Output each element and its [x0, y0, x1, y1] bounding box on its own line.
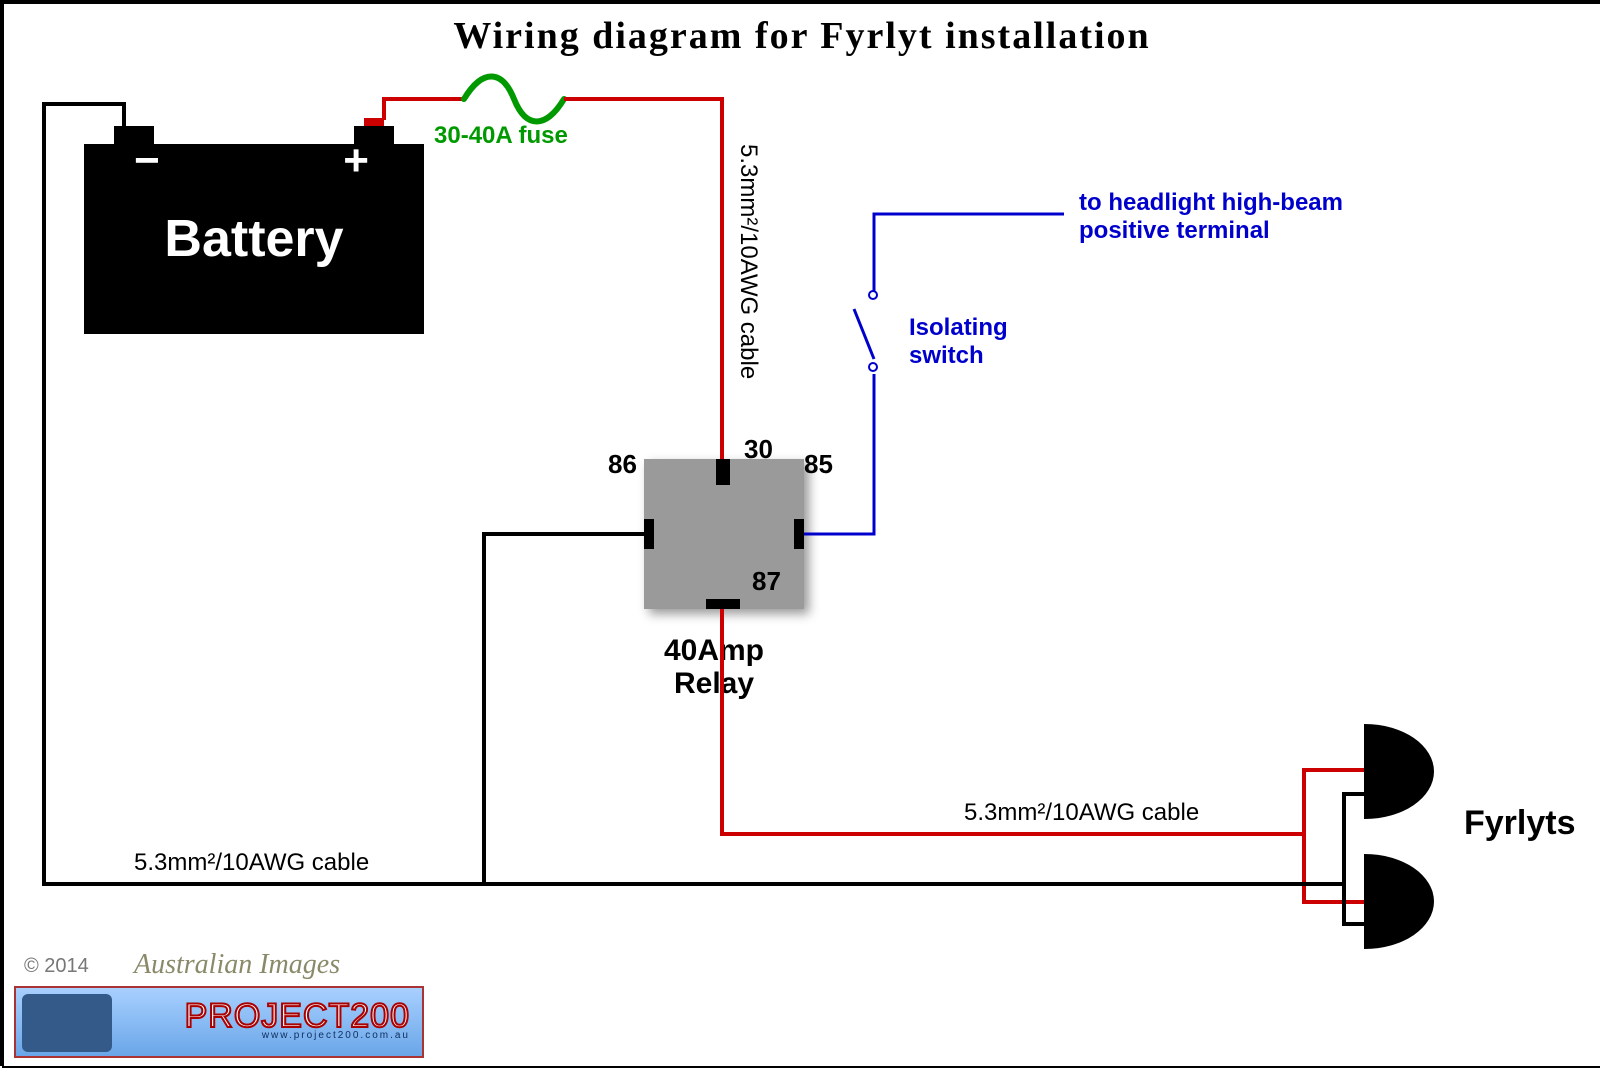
wire-red-battery-to-fuse	[384, 99, 464, 120]
battery: − + Battery	[84, 144, 424, 334]
diagram-title: Wiring diagram for Fyrlyt installation	[4, 14, 1600, 58]
battery-label: Battery	[164, 209, 343, 269]
brand-australian-images: Australian Images	[134, 949, 340, 981]
pin-label-85: 85	[804, 449, 833, 480]
project200-badge: PROJECT200 www.project200.com.au	[14, 986, 424, 1058]
battery-positive-cap	[364, 118, 384, 126]
fuse-icon	[464, 77, 564, 122]
relay-pin-85	[794, 519, 804, 549]
cable-spec-right: 5.3mm²/10AWG cable	[964, 799, 1199, 827]
fyrlyts-label: Fyrlyts	[1464, 804, 1576, 843]
pin-label-86: 86	[608, 449, 637, 480]
copyright: © 2014	[24, 955, 89, 978]
switch-lever	[854, 309, 874, 359]
pin-label-30: 30	[744, 434, 773, 465]
switch-node-top	[868, 290, 878, 300]
truck-icon	[22, 994, 112, 1052]
wire-red-relay87-to-fyrlyts	[722, 609, 1364, 902]
relay-pin-87	[706, 599, 740, 609]
relay-pin-86	[644, 519, 654, 549]
project200-text: PROJECT200	[185, 1003, 410, 1030]
fyrlyt-lamp-top	[1364, 724, 1434, 819]
cable-spec-bottom: 5.3mm²/10AWG cable	[134, 849, 369, 877]
fyrlyt-lamp-bottom	[1364, 854, 1434, 949]
pin-label-87: 87	[752, 566, 781, 597]
fuse-label: 30-40A fuse	[434, 122, 568, 150]
wire-red-fuse-to-relay30	[564, 99, 722, 459]
cable-spec-vertical: 5.3mm²/10AWG cable	[734, 144, 762, 434]
wire-blue-switch-to-headlight	[874, 214, 1064, 294]
switch-node-bottom	[868, 362, 878, 372]
battery-minus-sign: −	[134, 136, 160, 186]
battery-plus-sign: +	[343, 136, 369, 186]
isolating-switch-label: Isolating switch	[909, 314, 1008, 370]
relay-pin-30	[716, 459, 730, 485]
high-beam-label: to headlight high-beam positive terminal	[1079, 189, 1343, 245]
relay-label: 40Amp Relay	[624, 634, 804, 700]
